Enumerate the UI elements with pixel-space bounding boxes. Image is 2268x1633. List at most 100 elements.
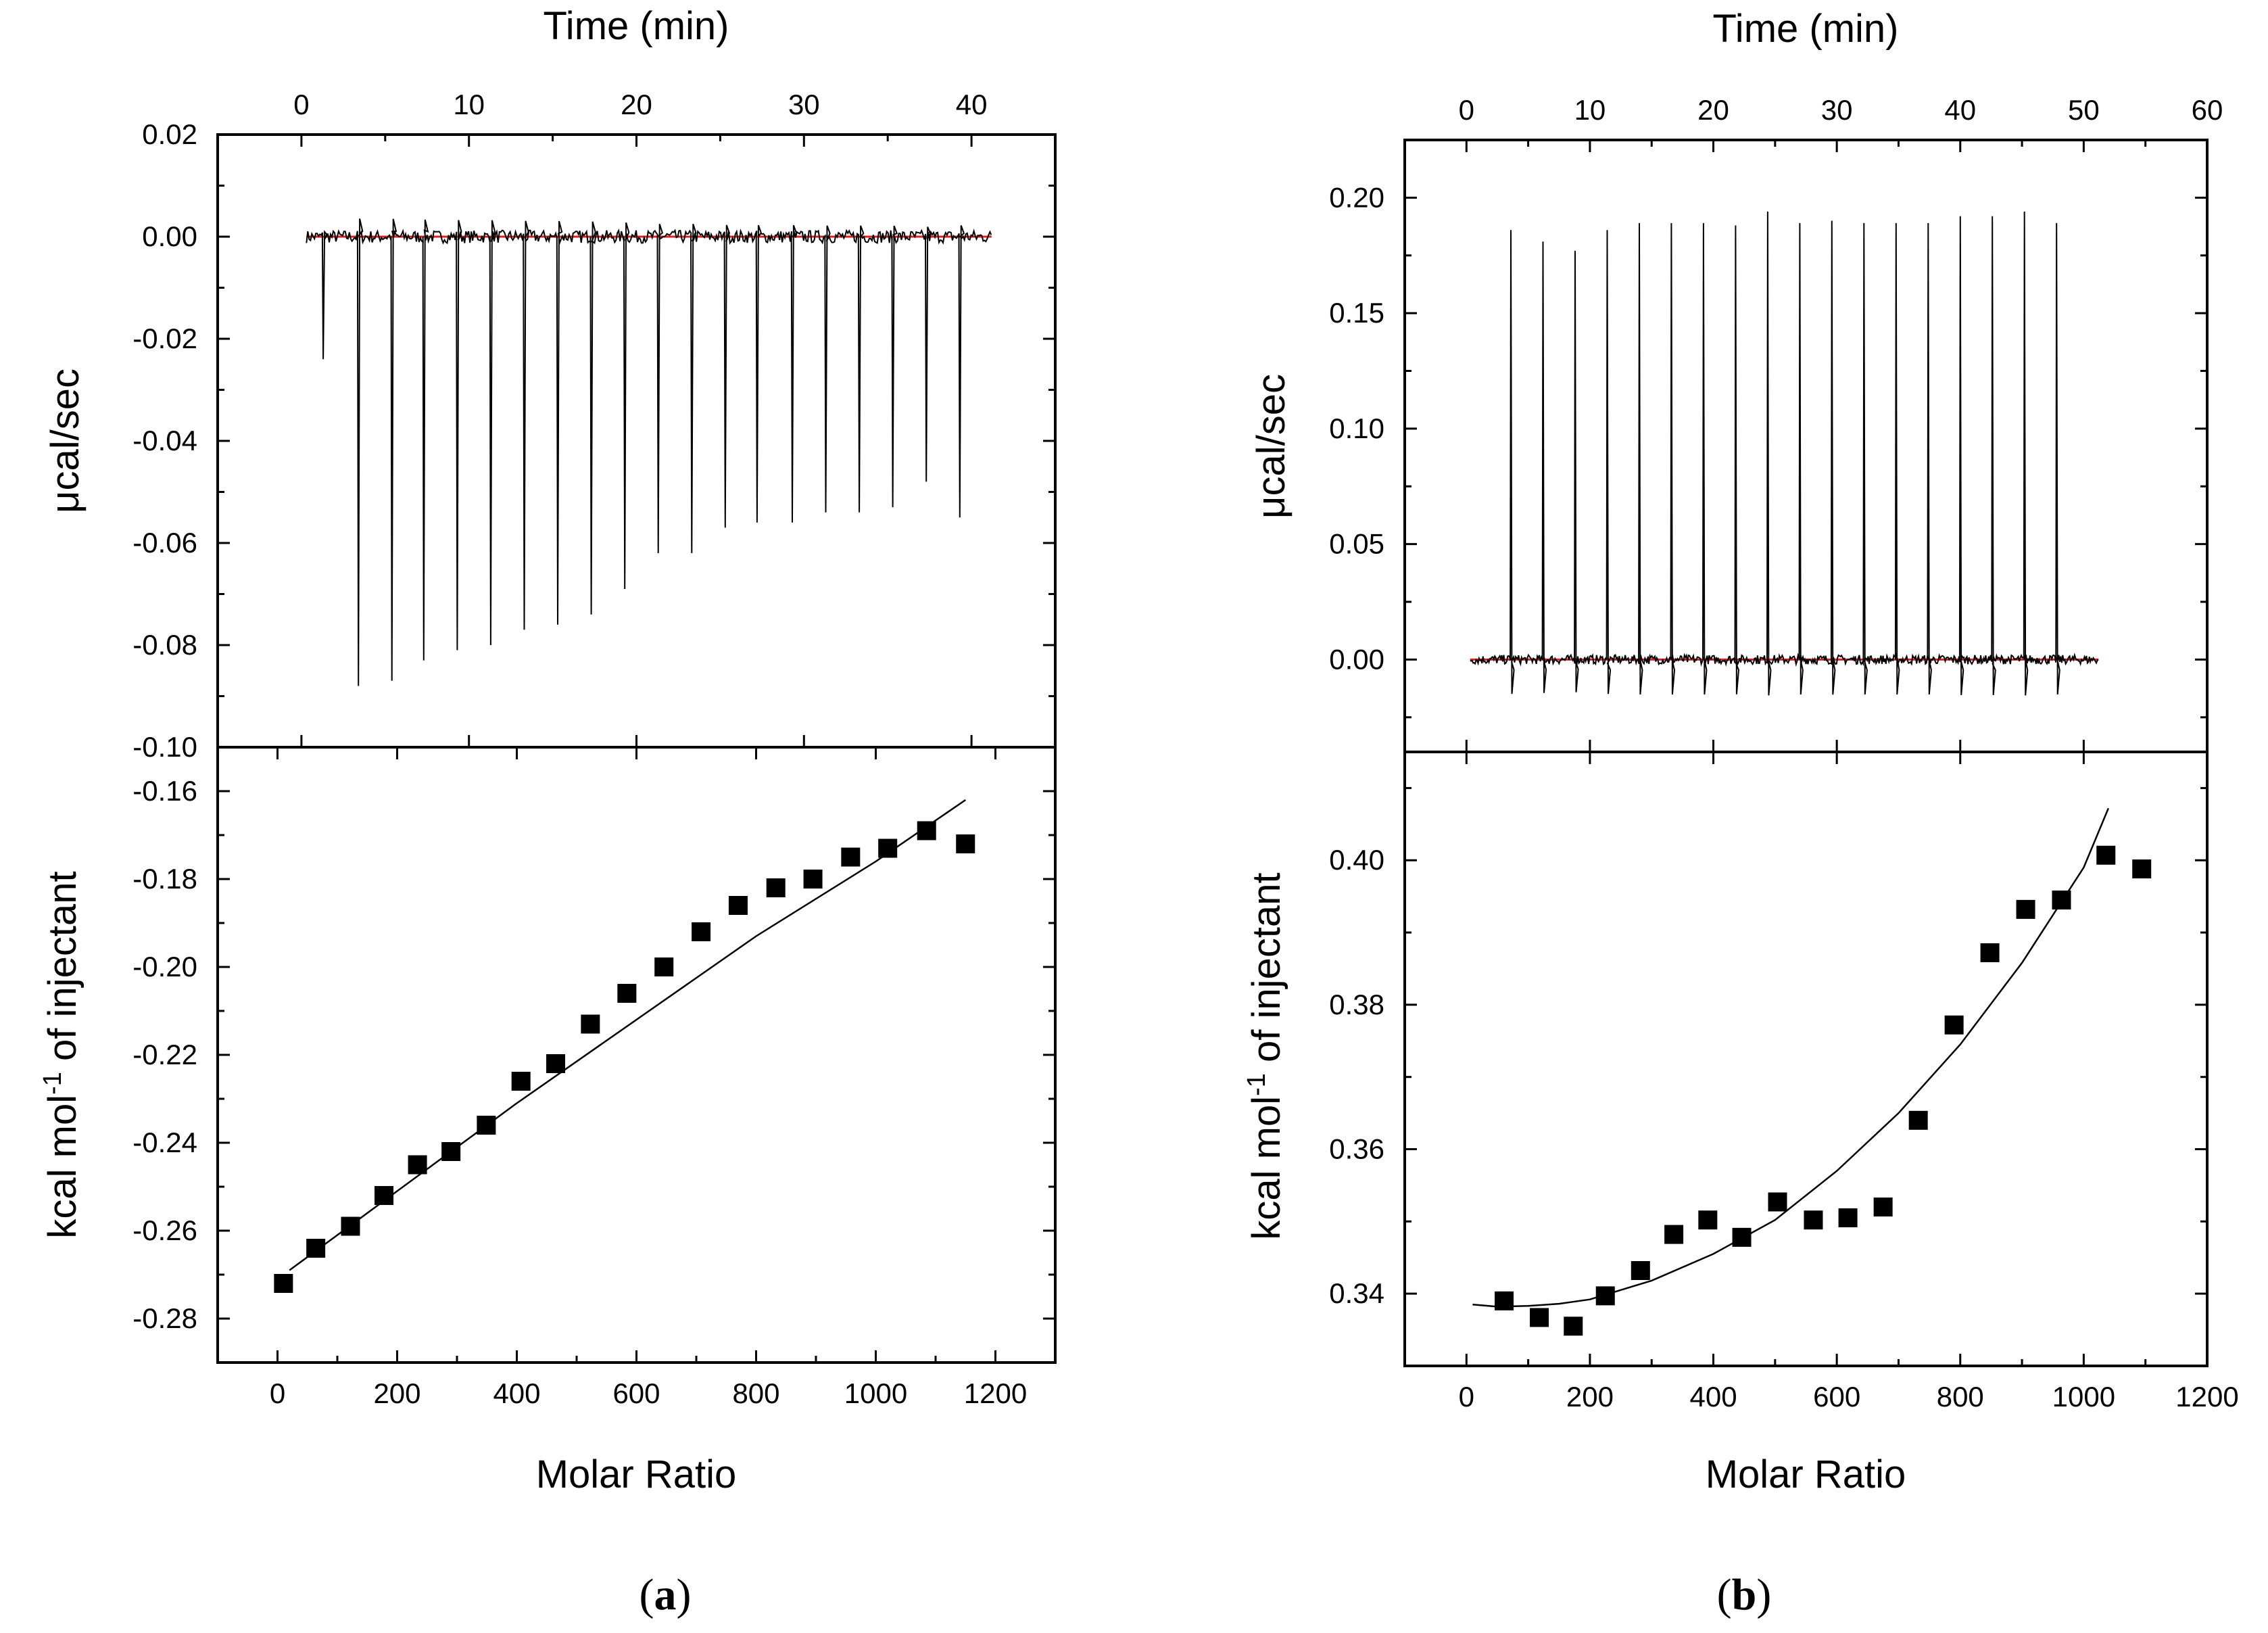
a-bottom-ytick-label: -0.18 [132,863,197,895]
a-top-trace [306,218,992,686]
b-top-ytick-label: 0.05 [1329,528,1384,560]
b-top-xtick-label: 10 [1574,94,1606,126]
b-top-ytick-label: 0.10 [1329,412,1384,444]
a-bottom-data-point [341,1216,360,1236]
b-bottom-xtick-label: 1200 [2175,1381,2238,1413]
b-bottom-data-point [1873,1197,1893,1216]
b-bottom-xtick-label: 800 [1937,1381,1984,1413]
a-bottom-data-point [766,878,786,897]
panel-a-caption: (a) [640,1570,692,1619]
b-bottom-data-point [2096,845,2116,865]
b-bottom-xtick-label: 600 [1813,1381,1860,1413]
b-bottom-data-point [1564,1317,1583,1336]
b-bottom-ytick-label: 0.34 [1329,1277,1384,1309]
a-bottom-data-point [306,1239,326,1258]
b-bottom-ytick-label: 0.36 [1329,1133,1384,1165]
a-top-ytick-label: 0.00 [142,220,197,252]
b-bottom-fit-curve [1472,807,2110,1308]
panel-a-top-frame [216,133,1057,749]
b-bottom-xtick-label: 200 [1566,1381,1614,1413]
a-bottom-ytick-label: -0.16 [132,775,197,807]
b-bottom-data-point [1804,1210,1823,1230]
b-top-xtick-label: 0 [1459,94,1474,126]
a-top-ytick-label: -0.10 [132,731,197,763]
panel-a-thermogram: Time (min) μcal/sec 0 10 20 30 40 0.02 0.00 -0.… [43,4,1057,763]
panel-a-top-ylabel: μcal/sec [43,369,87,513]
a-bottom-data-point [375,1186,394,1205]
a-bottom-data-point [441,1142,461,1161]
panel-a-bottom-ylabel: kcal mol-1 of injectant [39,871,85,1238]
a-top-ytick-label: -0.08 [132,629,197,661]
a-bottom-data-point [803,870,823,889]
a-bottom-ytick-label: -0.20 [132,951,197,983]
a-bottom-data-point [546,1054,566,1073]
b-bottom-data-point [2052,890,2071,909]
a-top-ytick-label: -0.04 [132,425,197,456]
a-bottom-data-point [878,838,898,858]
a-top-xtick-label: 0 [293,89,309,120]
a-top-xtick-label: 40 [956,89,988,120]
a-bottom-fit-curve [289,799,967,1271]
a-bottom-xtick-label: 1000 [844,1377,907,1409]
b-bottom-data-point [1908,1110,1928,1130]
b-bottom-data-point [1664,1225,1684,1244]
a-bottom-xtick-label: 400 [493,1377,540,1409]
b-bottom-data-point [1595,1286,1615,1306]
a-bottom-data-point [917,821,936,841]
a-bottom-data-point [274,1274,293,1293]
a-bottom-data-point [841,847,861,867]
b-bottom-xtick-label: 0 [1459,1381,1474,1413]
a-top-xtick-label: 10 [453,89,485,120]
a-bottom-data-point [728,896,748,915]
a-bottom-data-point [617,984,637,1003]
a-top-xtick-label: 20 [621,89,652,120]
b-bottom-data-point [1698,1210,1718,1230]
b-top-ytick-label: 0.20 [1329,181,1384,213]
b-top-xtick-label: 20 [1697,94,1729,126]
a-bottom-data-point [408,1155,427,1175]
b-bottom-data-point [1838,1208,1858,1228]
b-bottom-data-point [1944,1015,1964,1035]
a-bottom-ytick-label: -0.26 [132,1214,197,1246]
a-bottom-data-point [581,1014,600,1034]
b-top-ytick-label: 0.00 [1329,643,1384,675]
panel-a-bottom-xlabel: Molar Ratio [536,1452,737,1496]
a-bottom-ytick-label: -0.28 [132,1302,197,1334]
panel-b-isotherm: Molar Ratio kcal mol-1 of injectant 0 200… [1242,751,2239,1496]
b-bottom-ytick-label: 0.38 [1329,989,1384,1020]
b-bottom-data-point [1980,943,2000,962]
panel-b-caption: (b) [1717,1570,1772,1619]
b-bottom-data-point [1631,1260,1650,1280]
b-bottom-data-point [1768,1192,1787,1212]
a-top-xtick-label: 30 [788,89,820,120]
panel-b-bottom-ylabel: kcal mol-1 of injectant [1242,872,1288,1239]
b-bottom-data-point [2016,899,2035,919]
a-bottom-xtick-label: 0 [270,1377,285,1409]
a-bottom-ytick-label: -0.22 [132,1039,197,1070]
b-bottom-data-point [1530,1308,1549,1327]
a-bottom-xtick-label: 600 [612,1377,660,1409]
b-bottom-xtick-label: 400 [1689,1381,1737,1413]
b-top-xtick-label: 30 [1821,94,1853,126]
a-top-ytick-label: 0.02 [142,118,197,150]
panel-b-thermogram: Time (min) μcal/sec 0 10 20 30 40 50 60 0.20 0.1… [1249,7,2223,753]
a-top-ytick-label: -0.02 [132,323,197,354]
b-bottom-ytick-label: 0.40 [1329,844,1384,876]
b-top-xtick-label: 40 [1944,94,1976,126]
b-bottom-data-point [1732,1227,1752,1247]
b-top-trace [1470,211,2099,696]
panel-b-top-ylabel: μcal/sec [1249,374,1293,519]
a-bottom-data-point [692,922,711,941]
b-bottom-data-point [2132,859,2152,879]
a-bottom-xtick-label: 1200 [964,1377,1027,1409]
panel-b-bottom-frame [1403,751,2209,1367]
b-top-xtick-label: 60 [2192,94,2223,126]
panel-a-isotherm: Molar Ratio kcal mol-1 of injectant 0 200… [39,746,1057,1496]
a-bottom-data-point [477,1116,496,1135]
b-top-xtick-label: 50 [2068,94,2100,126]
a-bottom-data-point [956,834,975,853]
b-bottom-xtick-label: 1000 [2052,1381,2115,1413]
panel-b-bottom-xlabel: Molar Ratio [1706,1452,1906,1496]
a-top-ytick-label: -0.06 [132,527,197,559]
